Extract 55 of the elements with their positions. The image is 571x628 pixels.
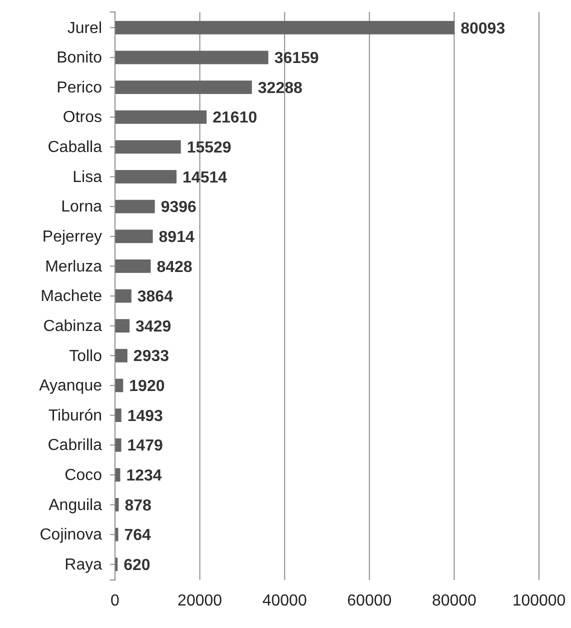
bar (115, 348, 128, 362)
y-tick-label: Merluza (45, 258, 102, 276)
data-label: 620 (124, 556, 150, 574)
bar (115, 20, 455, 34)
data-label: 9396 (160, 199, 197, 216)
y-tick-label: Coco (64, 467, 102, 484)
bar (115, 170, 177, 184)
data-label: 878 (124, 497, 152, 514)
y-tick-label: Ayanque (39, 378, 102, 395)
bar (115, 80, 252, 94)
bar (115, 259, 151, 273)
x-tick-label: 60000 (347, 592, 392, 610)
bar (115, 378, 124, 392)
bar (115, 230, 153, 244)
bar (115, 50, 268, 64)
y-tick-label: Lisa (72, 168, 102, 186)
bar (115, 110, 207, 124)
data-label: 764 (124, 527, 152, 544)
bar (115, 140, 181, 154)
x-tick-label: 100000 (512, 592, 566, 610)
y-tick-label: Jurel (67, 20, 102, 37)
data-label: 21610 (212, 110, 258, 127)
y-tick-label: Cabrilla (48, 437, 102, 454)
data-label: 2933 (133, 348, 170, 366)
y-tick-label: Otros (62, 109, 102, 126)
y-tick-label: Tollo (69, 348, 102, 365)
data-label: 80093 (460, 20, 506, 38)
y-tick-label: Raya (64, 556, 102, 574)
data-label: 1920 (129, 378, 165, 396)
y-tick-label: Machete (40, 288, 102, 306)
bar (115, 200, 155, 214)
y-tick-label: Tiburón (48, 407, 102, 424)
x-tick-label: 80000 (432, 592, 477, 610)
data-label: 1493 (127, 408, 164, 425)
bar (115, 408, 122, 422)
y-tick-label: Bonito (56, 50, 102, 67)
data-label: 1479 (127, 438, 163, 455)
y-tick-label: Cojinova (40, 526, 102, 544)
data-label: 3864 (137, 288, 174, 306)
y-tick-label: Cabinza (43, 318, 102, 335)
y-tick-label: Anguila (48, 496, 102, 514)
data-label: 3429 (136, 318, 172, 336)
data-label: 1234 (126, 468, 162, 484)
x-tick-label: 40000 (262, 592, 307, 610)
y-tick-label: Perico (56, 79, 102, 96)
x-tick-label: 0 (110, 592, 120, 610)
bar (115, 289, 132, 303)
data-label: 8428 (156, 258, 192, 276)
bar (115, 438, 122, 452)
bar (115, 319, 130, 333)
data-label: 8914 (158, 228, 194, 246)
y-tick-label: Pejerrey (42, 228, 102, 246)
y-tick-label: Caballa (48, 139, 102, 156)
y-tick-label: Lorna (61, 198, 102, 216)
x-tick-label: 20000 (178, 592, 222, 610)
